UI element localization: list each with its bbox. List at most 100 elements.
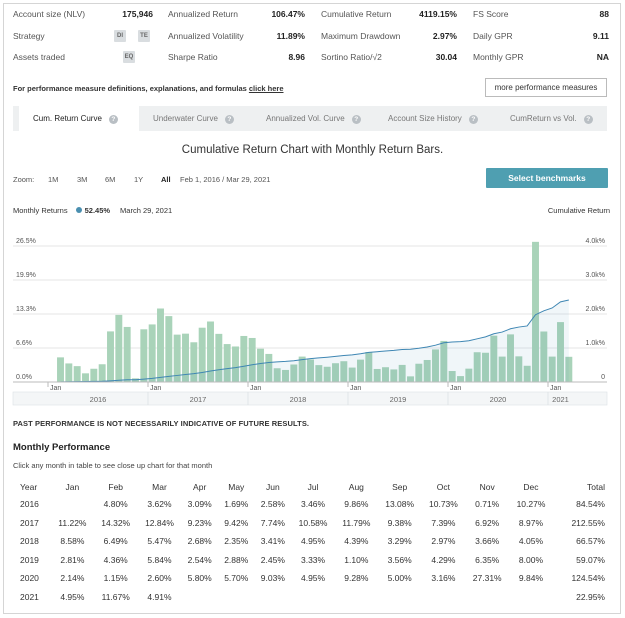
month-cell[interactable]: 9.28% [344,573,369,584]
month-cell[interactable]: 2.58% [260,499,285,510]
month-cell[interactable]: 5.00% [387,573,412,584]
help-icon[interactable]: ? [468,115,478,124]
month-cell[interactable]: 3.56% [387,554,412,565]
month-cell[interactable]: 3.33% [300,554,326,565]
month-cell[interactable]: 8.58% [60,536,85,547]
month-cell[interactable]: 14.32% [101,517,131,528]
month-cell[interactable]: 8.00% [518,554,544,565]
month-cell[interactable]: 11.79% [342,517,371,528]
monthly-performance-subtitle: Click any month in table to see close up… [13,461,213,470]
zoom-1m-button[interactable]: 1M [48,175,59,184]
column-header: Year [20,481,38,492]
month-cell[interactable]: 7.74% [260,517,285,528]
select-benchmarks-button[interactable]: Select benchmarks [486,168,608,188]
month-cell[interactable]: 0.71% [475,499,500,510]
month-cell[interactable]: 4.39% [344,536,369,547]
help-icon[interactable]: ? [583,115,593,124]
month-cell[interactable]: 11.67% [101,591,130,602]
zoom-1y-button[interactable]: 1Y [134,175,144,184]
month-cell[interactable]: 4.05% [518,536,544,547]
stat-label: Sortino Ratio/√2 [321,52,382,62]
month-cell[interactable]: 3.46% [300,499,326,510]
stat-label: Annualized Return [168,9,238,19]
month-cell[interactable]: 1.69% [224,499,249,510]
month-cell[interactable]: 13.08% [385,499,415,510]
month-cell[interactable]: 1.10% [344,554,369,565]
month-cell[interactable]: 9.23% [187,517,212,528]
month-cell[interactable]: 10.27% [516,499,546,510]
month-cell[interactable]: 4.80% [103,499,128,510]
strategy-badge-te[interactable]: TE [138,30,150,42]
month-cell[interactable]: 3.29% [387,536,412,547]
month-cell[interactable]: 10.58% [298,517,328,528]
month-tick-label: Jan [50,385,61,392]
help-icon[interactable]: ? [351,115,361,124]
month-cell[interactable]: 11.22% [58,517,87,528]
tab-annualized-vol-curve[interactable]: Annualized Vol. Curve? [266,106,361,131]
month-cell[interactable]: 7.39% [431,517,456,528]
stat-label: FS Score [473,9,509,19]
month-cell[interactable]: 6.49% [103,536,128,547]
monthly-return-bar [148,324,156,382]
month-cell[interactable]: 2.68% [187,536,212,547]
month-cell[interactable]: 9.03% [260,573,285,584]
monthly-return-bar [282,369,289,382]
help-icon[interactable]: ? [224,115,234,124]
zoom-3m-button[interactable]: 3M [77,175,88,184]
month-cell[interactable]: 9.84% [518,573,544,584]
monthly-return-bar [432,349,439,382]
month-cell[interactable]: 2.60% [147,573,172,584]
tab-cumreturn-vs-vol[interactable]: CumReturn vs Vol.? [510,106,593,131]
month-cell[interactable]: 3.41% [260,536,285,547]
more-performance-measures-button[interactable]: more performance measures [485,78,607,97]
month-cell[interactable]: 2.35% [224,536,249,547]
month-cell[interactable]: 5.84% [147,554,172,565]
month-cell[interactable]: 9.42% [224,517,249,528]
monthly-return-bar [382,367,389,382]
month-cell[interactable]: 4.91% [147,591,172,602]
table-row: 2020 2.14% 1.15% 2.60% 5.80% 5.70% 9.03% 4.95% 9… [13,569,607,588]
monthly-return-bar [82,373,89,382]
month-cell[interactable]: 9.86% [344,499,369,510]
month-cell[interactable]: 4.95% [300,573,326,584]
hover-value: 52.45% [84,206,111,215]
month-cell[interactable]: 2.81% [60,554,85,565]
help-icon[interactable]: ? [108,115,118,124]
month-cell[interactable]: 5.80% [187,573,212,584]
month-cell[interactable]: 3.09% [187,499,212,510]
cumulative-return-chart[interactable]: 0.0% 6.6% 13.3% 19.9% 26.5% 0 1.0k% 2.0k% 3.0k% 4… [0,230,625,410]
month-cell[interactable]: 4.36% [103,554,128,565]
monthly-return-bar [73,366,81,382]
tab-underwater-curve[interactable]: Underwater Curve? [153,106,234,131]
month-cell[interactable]: 6.35% [475,554,500,565]
month-cell[interactable]: 4.95% [300,536,326,547]
definitions-link[interactable]: click here [248,84,284,93]
tab-account-size-history[interactable]: Account Size History? [388,106,478,131]
asset-badge-eq[interactable]: EQ [123,51,135,63]
month-cell[interactable]: 3.66% [475,536,500,547]
month-cell[interactable]: 3.16% [431,573,456,584]
month-cell[interactable]: 3.62% [147,499,172,510]
month-cell[interactable]: 2.88% [224,554,249,565]
month-cell[interactable]: 1.15% [103,573,128,584]
month-cell[interactable]: 2.54% [187,554,212,565]
month-cell[interactable]: 10.73% [429,499,458,510]
zoom-all-button[interactable]: All [161,175,171,184]
month-cell[interactable]: 4.29% [431,554,456,565]
month-cell[interactable]: 6.92% [475,517,500,528]
month-cell[interactable]: 2.45% [260,554,285,565]
monthly-return-bar [123,326,131,382]
month-cell[interactable]: 2.14% [60,573,85,584]
month-cell[interactable]: 8.97% [518,517,544,528]
month-cell[interactable]: 27.31% [472,573,502,584]
tab-cum-return-curve[interactable]: Cum. Return Curve? [19,106,139,131]
month-cell[interactable]: 5.47% [147,536,172,547]
month-cell[interactable]: 9.38% [387,517,412,528]
month-cell[interactable]: 5.70% [224,573,249,584]
month-cell[interactable]: 12.84% [145,517,174,528]
strategy-badge-di[interactable]: DI [114,30,126,42]
monthly-return-bar [365,352,373,382]
month-cell[interactable]: 4.95% [60,591,85,602]
zoom-6m-button[interactable]: 6M [105,175,116,184]
month-cell[interactable]: 2.97% [431,536,456,547]
